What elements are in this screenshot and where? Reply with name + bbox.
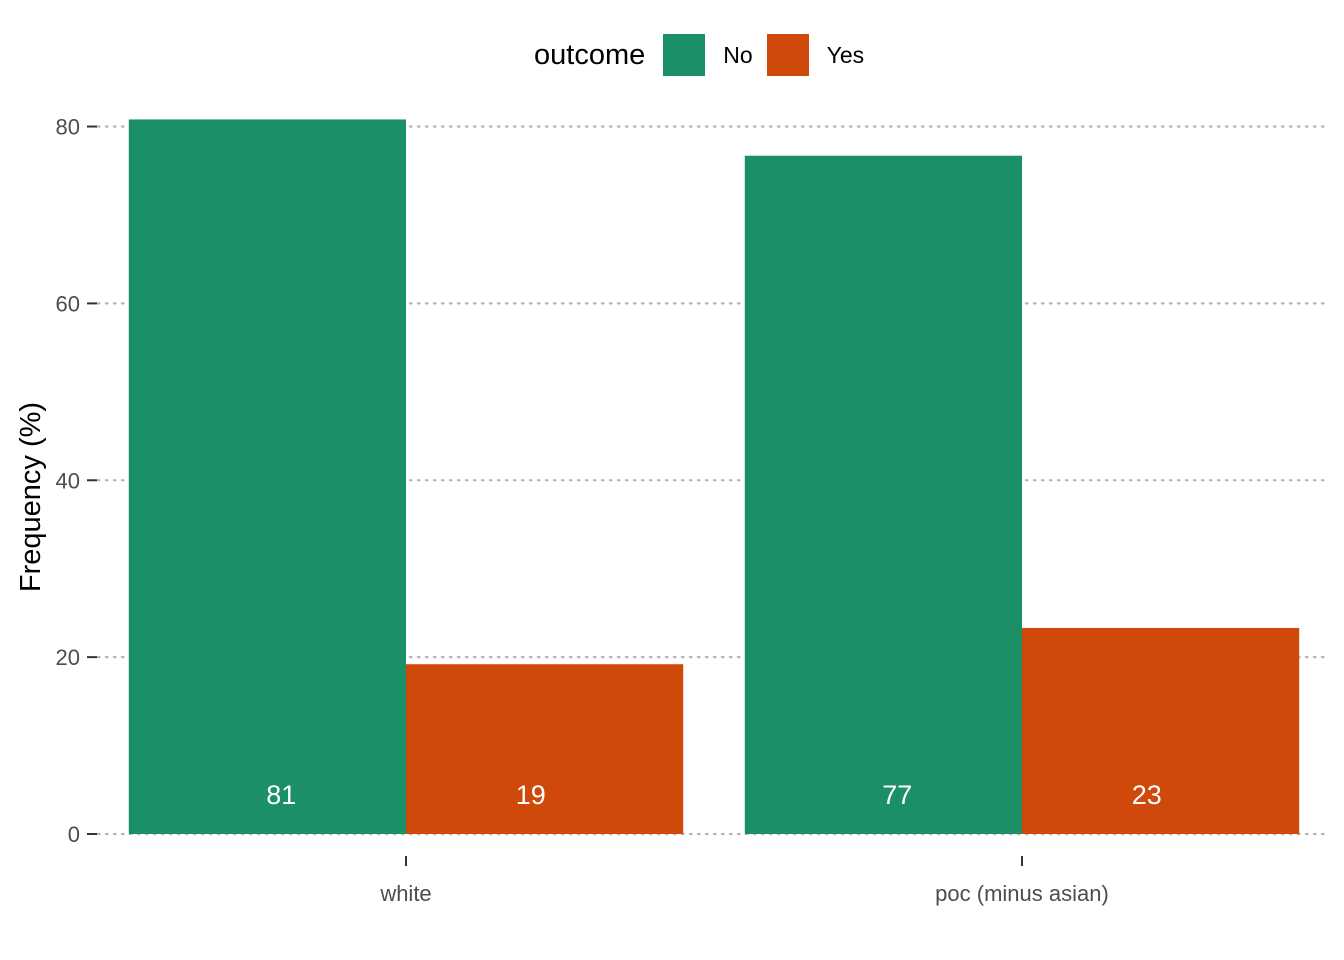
legend-key-no bbox=[663, 34, 706, 76]
bars: 81 19 77 23 bbox=[128, 119, 1300, 834]
legend-item-no: No bbox=[663, 34, 753, 76]
bar-no-1 bbox=[128, 119, 407, 834]
y-tick-label: 40 bbox=[56, 468, 80, 493]
legend-item-yes: Yes bbox=[766, 34, 865, 76]
x-tick-label: poc (minus asian) bbox=[935, 881, 1109, 906]
legend-label-yes: Yes bbox=[826, 41, 865, 68]
bar-yes-2 bbox=[1022, 627, 1300, 834]
grid-lines bbox=[96, 125, 1332, 836]
legend-key-yes bbox=[766, 34, 809, 76]
x-tick-label: white bbox=[379, 881, 431, 906]
x-axis: white poc (minus asian) bbox=[379, 856, 1109, 906]
y-tick-label: 0 bbox=[68, 822, 80, 847]
y-tick-label: 20 bbox=[56, 645, 80, 670]
legend: outcome No Yes bbox=[534, 34, 878, 76]
bar-yes-1 bbox=[406, 664, 684, 834]
y-axis: 0 20 40 60 80 bbox=[56, 115, 97, 847]
data-label: 81 bbox=[266, 780, 296, 810]
data-label: 77 bbox=[882, 780, 912, 810]
data-label: 23 bbox=[1132, 780, 1162, 810]
y-tick-label: 60 bbox=[56, 291, 80, 316]
data-label: 19 bbox=[516, 780, 546, 810]
legend-title: outcome bbox=[534, 38, 646, 71]
bar-no-2 bbox=[744, 155, 1022, 834]
y-tick-label: 80 bbox=[56, 115, 80, 140]
y-axis-title: Frequency (%) bbox=[15, 402, 47, 592]
legend-label-no: No bbox=[723, 41, 753, 68]
